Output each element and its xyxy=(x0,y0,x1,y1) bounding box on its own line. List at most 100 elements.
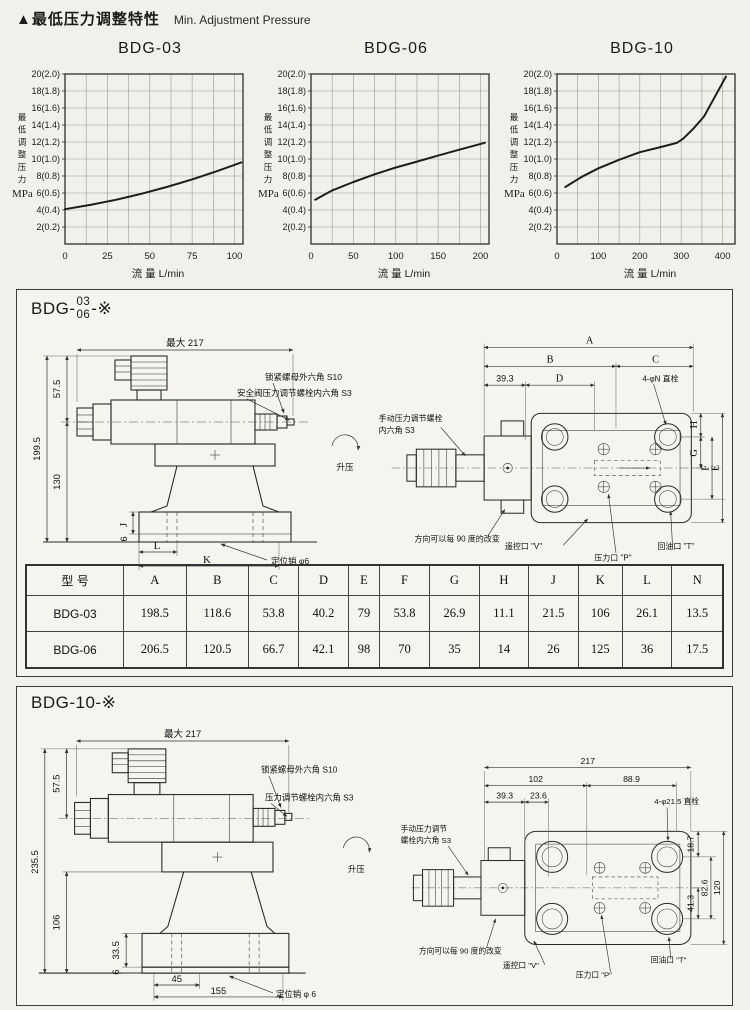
table-cell: 66.7 xyxy=(248,631,299,669)
y-tick-label: 6(0.6) xyxy=(282,188,306,198)
rotate-leader-line xyxy=(487,509,506,537)
table-cell: 21.5 xyxy=(527,595,579,632)
raise-pressure-arrow-icon xyxy=(331,434,361,451)
rotate-label: 方向可以每 90 度的改变 xyxy=(419,946,502,956)
dim-k: K xyxy=(203,554,211,566)
y-tick-label: 12(1.2) xyxy=(523,137,552,147)
table-cell: 206.5 xyxy=(123,631,187,669)
dim-6: 6 xyxy=(110,969,121,974)
y-tick-label: 4(0.4) xyxy=(282,205,306,215)
mounting-base-outline xyxy=(38,841,306,974)
table-cell: 17.5 xyxy=(671,631,724,669)
port-t-label: 回油口 "T" xyxy=(657,541,694,551)
data-curve xyxy=(64,161,243,211)
dim-h: H xyxy=(689,420,700,428)
chart-plot-bdg10: 20(2.0) 18(1.8) 16(1.6) 14(1.4) 12(1.2) 10(1.… xyxy=(501,62,741,284)
table-cell: 120.5 xyxy=(185,631,250,669)
y-tick-label: 20(2.0) xyxy=(31,69,60,79)
dim-d: D xyxy=(556,373,564,384)
port-p-label: 压力口 "P" xyxy=(594,552,631,562)
y-axis-label-char: 低 xyxy=(18,125,27,135)
x-axis-label: 流 量 L/min xyxy=(132,267,185,280)
dim-217: 217 xyxy=(581,756,596,766)
table-cell: 14 xyxy=(478,631,529,669)
dim-b: B xyxy=(547,355,554,366)
x-tick-label: 0 xyxy=(62,251,67,262)
y-tick-label: 14(1.4) xyxy=(523,120,552,130)
port-v-label: 遥控口 "V" xyxy=(505,541,542,551)
table-cell: 26 xyxy=(527,631,579,669)
section-bdg10: BDG-10-※ 最大 217 235.5 57.5 106 xyxy=(16,686,733,1006)
model-bottom: 06 xyxy=(76,308,91,321)
table-header-B: B xyxy=(185,564,250,596)
y-axis-label-char: 调 xyxy=(264,137,273,147)
table-cell: 42.1 xyxy=(297,631,349,669)
y-tick-label: 8(0.8) xyxy=(282,171,306,181)
dim-39-3: 39.3 xyxy=(496,373,513,383)
table-cell: 40.2 xyxy=(297,595,349,632)
dimension-lines xyxy=(40,739,311,974)
table-cell: 53.8 xyxy=(248,595,299,632)
y-tick-label: 10(1.0) xyxy=(31,154,60,164)
table-cell: 36 xyxy=(621,631,673,669)
pin-leader-line xyxy=(228,975,274,994)
dim-155: 155 xyxy=(211,985,227,996)
bolt-hole-label: 4-φN 直栓 xyxy=(642,373,678,383)
dim-e: E xyxy=(711,465,722,471)
x-tick-label: 100 xyxy=(590,251,606,262)
x-tick-label: 50 xyxy=(348,251,359,262)
x-tick-label: 150 xyxy=(430,251,446,262)
locknut-label: 锁紧螺母外六角 S10 xyxy=(261,765,338,775)
y-axis-label-char: 调 xyxy=(18,137,27,147)
y-tick-label: 10(1.0) xyxy=(277,154,306,164)
table-cell: 26.9 xyxy=(428,595,480,632)
dim-45: 45 xyxy=(172,973,182,984)
port-v-label: 遥控口 "V" xyxy=(503,960,539,970)
y-axis-label-char: 压 xyxy=(264,162,273,172)
locknut-leader-line xyxy=(268,775,282,808)
dimension-table: 型 号 A B C D E F G H J K L N BDG-03 198.5 118.6 53.8 40.2 7… xyxy=(25,564,724,669)
y-tick-label: 2(0.2) xyxy=(528,222,552,232)
chart-block-bdg06: BDG-06 20(2.0) 18(1.8) 16(1.6) 14(1.4) 12(1.… xyxy=(252,40,498,284)
page-title-cn: ▲最低压力调整特性 xyxy=(16,11,160,28)
y-axis-label-char: 压 xyxy=(18,162,27,172)
section-bdg03-06: BDG- 03 06 -※ 最大 217 199.5 57.5 130 xyxy=(16,289,733,677)
dim-88-9: 88.9 xyxy=(623,774,640,784)
port-p-leader xyxy=(607,493,617,553)
y-axis-label-char: 力 xyxy=(18,175,27,185)
valve-top-outline xyxy=(411,830,708,945)
raise-pressure-arrow-icon xyxy=(343,836,372,853)
locknut-label: 锁紧螺母外六角 S10 xyxy=(265,372,342,382)
port-t-leader xyxy=(667,936,672,960)
x-tick-label: 200 xyxy=(473,251,489,262)
manual-adjust-label-1: 手动压力调节 xyxy=(401,823,448,833)
x-tick-label: 400 xyxy=(715,251,731,262)
table-header-G: G xyxy=(428,564,480,596)
dim-max-217: 最大 217 xyxy=(166,337,204,349)
locknut-leader-line xyxy=(272,382,285,414)
y-tick-label: 6(0.6) xyxy=(528,188,552,198)
y-tick-label: 14(1.4) xyxy=(31,120,60,130)
chart-title: BDG-06 xyxy=(364,40,428,57)
x-axis-label: 流 量 L/min xyxy=(378,267,431,280)
y-axis-label-char: 力 xyxy=(264,175,273,185)
rotate-leader-line xyxy=(486,918,497,949)
table-row: BDG-03 198.5 118.6 53.8 40.2 79 53.8 26.9 11.1 21… xyxy=(25,595,724,632)
x-tick-label: 25 xyxy=(102,251,113,262)
port-v-leader xyxy=(533,940,546,965)
dimension-table-wrap: 型 号 A B C D E F G H J K L N BDG-03 198.5 118.6 53.8 40.2 7… xyxy=(25,564,724,669)
dim-33-5: 33.5 xyxy=(110,941,121,959)
chart-plot-bdg03: 20(2.0) 18(1.8) 16(1.6) 14(1.4) 12(1.2) 10(1.… xyxy=(9,62,249,284)
y-axis-label-char: 调 xyxy=(510,137,519,147)
table-cell: 13.5 xyxy=(671,595,724,632)
dim-l: L xyxy=(154,540,161,552)
x-tick-label: 50 xyxy=(144,251,155,262)
adjust-leader-line xyxy=(270,803,288,817)
dim-57-5: 57.5 xyxy=(52,380,63,399)
model-label: BDG-10-※ xyxy=(31,693,117,712)
raise-pressure-label: 升压 xyxy=(348,864,365,874)
x-tick-label: 0 xyxy=(308,251,313,262)
y-axis-unit: MPa xyxy=(504,188,525,200)
pressure-adjust-label: 压力调节螺栓内六角 S3 xyxy=(265,792,354,802)
dim-c: C xyxy=(652,355,659,366)
